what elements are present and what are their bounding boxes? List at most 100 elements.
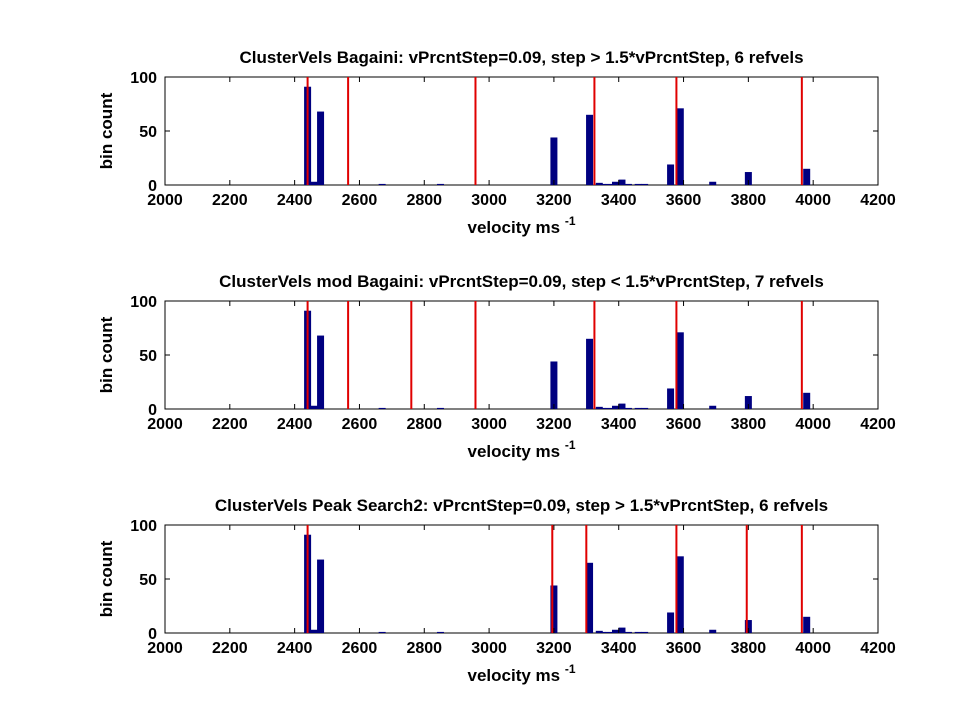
axes-box (164, 524, 879, 634)
x-tick-label: 2600 (342, 192, 378, 209)
y-tick-label: 50 (139, 572, 157, 589)
histogram-bar (378, 183, 386, 185)
histogram-bar (744, 396, 752, 409)
subplot-1: ClusterVels Bagaini: vPrcntStep=0.09, st… (97, 48, 896, 237)
histogram-bar (709, 405, 717, 409)
histogram-bar (317, 335, 325, 409)
x-tick-label: 3200 (536, 416, 572, 433)
x-tick-label: 4200 (860, 192, 896, 209)
histogram-bar (618, 403, 626, 409)
histogram-bar (744, 620, 752, 633)
histogram-bar (624, 631, 632, 633)
x-tick-label: 3800 (731, 416, 767, 433)
x-tick-label: 3000 (471, 416, 507, 433)
x-tick-label: 3200 (536, 192, 572, 209)
x-axis-label: velocity ms -1 (468, 662, 576, 685)
x-tick-label: 2000 (147, 192, 183, 209)
y-axis-label: bin count (97, 540, 116, 617)
x-tick-label: 2800 (406, 192, 442, 209)
x-axis-label: velocity ms -1 (468, 438, 576, 461)
x-tick-label: 4000 (795, 416, 831, 433)
x-tick-label: 3400 (601, 416, 637, 433)
x-tick-label: 3000 (471, 640, 507, 657)
subplot-2: ClusterVels mod Bagaini: vPrcntStep=0.09… (97, 272, 896, 461)
x-tick-label: 3800 (731, 640, 767, 657)
histogram-bar (641, 407, 649, 409)
histogram-bar (676, 556, 684, 633)
histogram-bar (709, 629, 717, 633)
x-tick-label: 3600 (666, 416, 702, 433)
histogram-bar (634, 407, 642, 409)
histogram-bar (618, 179, 626, 185)
subplot-title: ClusterVels mod Bagaini: vPrcntStep=0.09… (219, 272, 824, 291)
histogram-bar (611, 405, 619, 409)
x-tick-label: 2000 (147, 640, 183, 657)
histogram-bar (317, 111, 325, 185)
y-tick-label: 100 (130, 294, 157, 311)
x-tick-label: 3200 (536, 640, 572, 657)
histogram-bar (709, 181, 717, 185)
x-tick-label: 2800 (406, 640, 442, 657)
x-tick-label: 3800 (731, 192, 767, 209)
y-tick-label: 0 (148, 178, 157, 195)
x-tick-label: 2200 (212, 192, 248, 209)
histogram-bar (618, 627, 626, 633)
x-tick-label: 2400 (277, 640, 313, 657)
histogram-bar (310, 405, 318, 409)
histogram-bar (667, 164, 675, 185)
histogram-bar (634, 631, 642, 633)
x-tick-label: 2600 (342, 640, 378, 657)
x-tick-label: 2000 (147, 416, 183, 433)
y-tick-label: 50 (139, 348, 157, 365)
x-tick-label: 3400 (601, 192, 637, 209)
y-tick-label: 50 (139, 124, 157, 141)
histogram-bar (676, 332, 684, 409)
histogram-bar (611, 181, 619, 185)
x-axis-label: velocity ms -1 (468, 214, 576, 237)
x-tick-label: 2200 (212, 640, 248, 657)
histogram-bar (624, 407, 632, 409)
histogram-bar (436, 183, 444, 185)
subplot-title: ClusterVels Peak Search2: vPrcntStep=0.0… (215, 496, 828, 515)
x-tick-label: 3000 (471, 192, 507, 209)
histogram-bar (595, 406, 603, 409)
histogram-bar (599, 183, 607, 185)
y-tick-label: 0 (148, 626, 157, 643)
histogram-bar (641, 183, 649, 185)
histogram-bar (605, 631, 613, 633)
histogram-bar (634, 183, 642, 185)
histogram-bar (586, 114, 594, 185)
histogram-bar (436, 631, 444, 633)
y-axis-label: bin count (97, 316, 116, 393)
histogram-bar (667, 388, 675, 409)
histogram-bar (310, 629, 318, 633)
histogram-bar (803, 616, 811, 633)
x-tick-label: 2600 (342, 416, 378, 433)
x-tick-label: 2200 (212, 416, 248, 433)
x-tick-label: 3600 (666, 640, 702, 657)
y-axis-label: bin count (97, 92, 116, 169)
x-tick-label: 2400 (277, 192, 313, 209)
subplot-title: ClusterVels Bagaini: vPrcntStep=0.09, st… (239, 48, 803, 67)
histogram-bar (310, 181, 318, 185)
histogram-bar (611, 629, 619, 633)
histogram-bar (667, 612, 675, 633)
histogram-bar (550, 585, 558, 633)
x-tick-label: 3400 (601, 640, 637, 657)
histogram-bar (803, 392, 811, 409)
histogram-bar (599, 631, 607, 633)
histogram-bar (378, 631, 386, 633)
histogram-bar (605, 407, 613, 409)
x-tick-label: 4200 (860, 416, 896, 433)
histogram-bar (436, 407, 444, 409)
x-tick-label: 4000 (795, 192, 831, 209)
y-tick-label: 100 (130, 518, 157, 535)
histogram-bar (744, 172, 752, 185)
histogram-bar (641, 631, 649, 633)
histogram-bar (624, 183, 632, 185)
axes-box (164, 300, 879, 410)
histogram-bar (803, 168, 811, 185)
histogram-bar (586, 562, 594, 633)
x-tick-label: 4200 (860, 640, 896, 657)
